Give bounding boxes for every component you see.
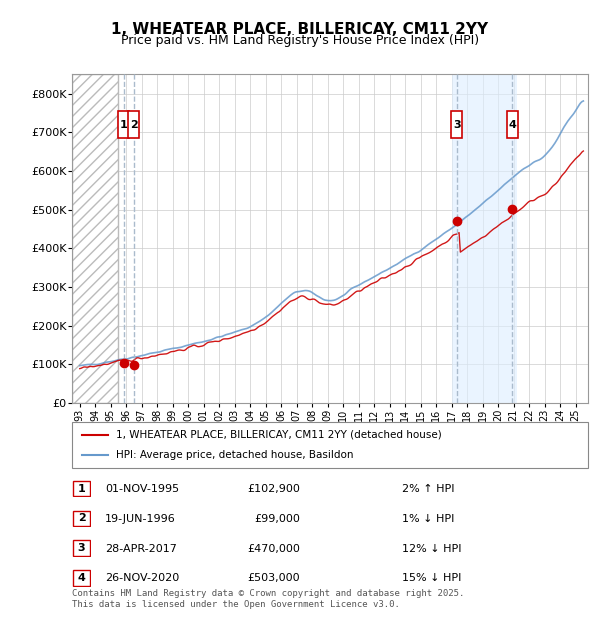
Text: 2: 2 (130, 120, 137, 130)
Bar (72, 74, 118, 403)
FancyBboxPatch shape (73, 480, 90, 497)
HPI: Average price, detached house, Basildon: (2.02e+03, 4.25e+05): Average price, detached house, Basildon:… (433, 235, 440, 242)
FancyBboxPatch shape (451, 111, 462, 138)
Text: 2: 2 (78, 513, 85, 523)
Text: £470,000: £470,000 (247, 544, 300, 554)
Text: 1: 1 (78, 484, 85, 494)
FancyBboxPatch shape (73, 540, 90, 556)
1, WHEATEAR PLACE, BILLERICAY, CM11 2YY (detached house) (76, 365, 83, 373)
HPI: Average price, detached house, Basildon: (2.02e+03, 5.41e+05): Average price, detached house, Basildon:… (490, 190, 497, 198)
Text: 1: 1 (120, 120, 127, 130)
Text: Price paid vs. HM Land Registry's House Price Index (HPI): Price paid vs. HM Land Registry's House … (121, 34, 479, 47)
HPI: Average price, detached house, Basildon: (2e+03, 1.21e+05): Average price, detached house, Basildon:… (136, 353, 143, 360)
Line: HPI: Average price, detached house, Basildon: HPI: Average price, detached house, Basi… (80, 101, 583, 366)
Text: 28-APR-2017: 28-APR-2017 (105, 544, 177, 554)
1, WHEATEAR PLACE, BILLERICAY, CM11 2YY (detached house) (464, 243, 472, 250)
FancyBboxPatch shape (128, 111, 139, 138)
HPI: Average price, detached house, Basildon: (2.02e+03, 4.85e+05): Average price, detached house, Basildon:… (464, 212, 472, 219)
Text: £99,000: £99,000 (254, 514, 300, 524)
HPI: Average price, detached house, Basildon: (1.99e+03, 9.68e+04): Average price, detached house, Basildon:… (76, 362, 83, 370)
1, WHEATEAR PLACE, BILLERICAY, CM11 2YY (detached house) (580, 148, 587, 155)
Text: £503,000: £503,000 (247, 574, 300, 583)
Text: 19-JUN-1996: 19-JUN-1996 (105, 514, 176, 524)
Text: 4: 4 (508, 120, 516, 130)
Text: £102,900: £102,900 (247, 484, 300, 494)
Text: 3: 3 (78, 543, 85, 553)
HPI: Average price, detached house, Basildon: (2.03e+03, 7.81e+05): Average price, detached house, Basildon:… (580, 97, 587, 105)
Text: 3: 3 (453, 120, 461, 130)
1, WHEATEAR PLACE, BILLERICAY, CM11 2YY (detached house) (414, 255, 421, 262)
Text: 1, WHEATEAR PLACE, BILLERICAY, CM11 2YY (detached house): 1, WHEATEAR PLACE, BILLERICAY, CM11 2YY … (116, 430, 442, 440)
FancyBboxPatch shape (507, 111, 518, 138)
HPI: Average price, detached house, Basildon: (2.01e+03, 3.9e+05): Average price, detached house, Basildon:… (414, 249, 421, 256)
FancyBboxPatch shape (118, 111, 129, 138)
1, WHEATEAR PLACE, BILLERICAY, CM11 2YY (detached house) (136, 355, 143, 362)
Text: 1% ↓ HPI: 1% ↓ HPI (402, 514, 454, 524)
1, WHEATEAR PLACE, BILLERICAY, CM11 2YY (detached house) (433, 244, 440, 251)
Text: 01-NOV-1995: 01-NOV-1995 (105, 484, 179, 494)
Line: 1, WHEATEAR PLACE, BILLERICAY, CM11 2YY (detached house): 1, WHEATEAR PLACE, BILLERICAY, CM11 2YY … (80, 151, 583, 369)
FancyBboxPatch shape (72, 422, 588, 468)
Text: 1, WHEATEAR PLACE, BILLERICAY, CM11 2YY: 1, WHEATEAR PLACE, BILLERICAY, CM11 2YY (112, 22, 488, 37)
HPI: Average price, detached house, Basildon: (2.02e+03, 4.61e+05): Average price, detached house, Basildon:… (453, 221, 460, 229)
Text: 12% ↓ HPI: 12% ↓ HPI (402, 544, 461, 554)
Text: 2% ↑ HPI: 2% ↑ HPI (402, 484, 455, 494)
1, WHEATEAR PLACE, BILLERICAY, CM11 2YY (detached house) (490, 225, 497, 232)
Bar (452, 74, 517, 403)
FancyBboxPatch shape (73, 570, 90, 586)
1, WHEATEAR PLACE, BILLERICAY, CM11 2YY (detached house) (453, 231, 460, 238)
Text: 26-NOV-2020: 26-NOV-2020 (105, 574, 179, 583)
Text: 4: 4 (77, 573, 86, 583)
Text: HPI: Average price, detached house, Basildon: HPI: Average price, detached house, Basi… (116, 450, 353, 460)
Text: 15% ↓ HPI: 15% ↓ HPI (402, 574, 461, 583)
FancyBboxPatch shape (73, 510, 90, 526)
Text: Contains HM Land Registry data © Crown copyright and database right 2025.
This d: Contains HM Land Registry data © Crown c… (72, 590, 464, 609)
